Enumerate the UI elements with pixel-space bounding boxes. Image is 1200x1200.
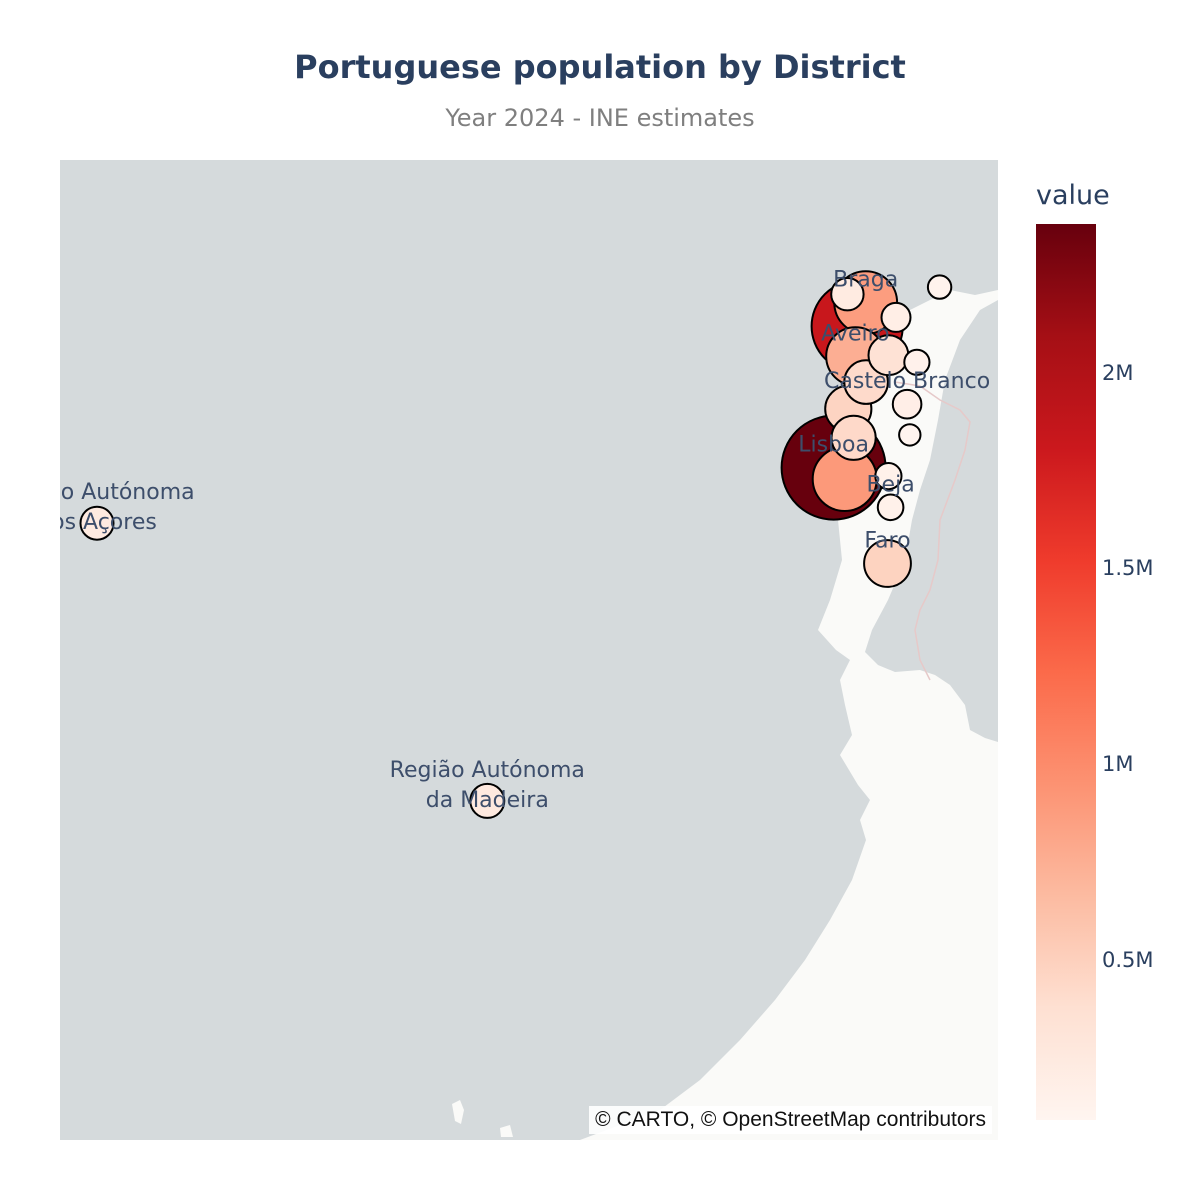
country-border	[894, 381, 971, 681]
marker-guarda[interactable]	[903, 348, 931, 376]
marker-regiao-autonoma-da-madeira[interactable]	[469, 782, 506, 819]
map-canvas[interactable]: Aveiro Beja Braga Castelo Branco Faro Lisboa R…	[60, 160, 998, 1140]
island-land	[452, 1100, 464, 1124]
marker-castelo-branco[interactable]	[891, 388, 923, 420]
marker-santarem[interactable]	[830, 414, 877, 461]
map-label-faro: Faro	[864, 529, 910, 554]
marker-viana-do-castelo[interactable]	[830, 277, 865, 312]
map-label-castelo-branco: Castelo Branco	[824, 369, 990, 394]
colorbar-tick-label: 0.5M	[1102, 947, 1154, 972]
label-layer: Aveiro Beja Braga Castelo Branco Faro Lisboa R…	[60, 268, 990, 813]
chart-title: Portuguese population by District	[294, 48, 906, 86]
island-land	[500, 1125, 513, 1137]
map-label-beja: Beja	[866, 472, 914, 497]
map-label-regiao-autonoma-dos-acores: Região Autónomados Açores	[60, 480, 195, 535]
marker-layer[interactable]	[79, 270, 953, 819]
colorbar-gradient	[1036, 224, 1096, 1120]
marker-portalegre[interactable]	[898, 423, 922, 447]
map-label-regiao-autonoma-da-madeira: Região Autónoma da Madeira	[390, 758, 585, 813]
marker-faro[interactable]	[863, 539, 912, 588]
marker-vila-real[interactable]	[880, 301, 912, 333]
marker-evora[interactable]	[874, 462, 903, 491]
map-label-braga: Braga	[833, 268, 898, 293]
map-label-aveiro: Aveiro	[821, 321, 889, 346]
colorbar-title: value	[1036, 180, 1110, 211]
marker-beja[interactable]	[876, 493, 905, 522]
chart-subtitle: Year 2024 - INE estimates	[445, 104, 755, 132]
marker-braganca[interactable]	[926, 274, 953, 300]
marker-regiao-autonoma-dos-acores[interactable]	[79, 505, 115, 541]
colorbar-tick-label: 2M	[1102, 360, 1134, 385]
colorbar-tick-label: 1.5M	[1102, 556, 1154, 581]
map-attribution[interactable]: © CARTO, © OpenStreetMap contributors	[589, 1106, 992, 1134]
map-label-lisboa: Lisboa	[798, 433, 869, 458]
colorbar-tick-label: 1M	[1102, 751, 1134, 776]
map-area[interactable]: Aveiro Beja Braga Castelo Branco Faro Lisboa R…	[60, 160, 998, 1140]
